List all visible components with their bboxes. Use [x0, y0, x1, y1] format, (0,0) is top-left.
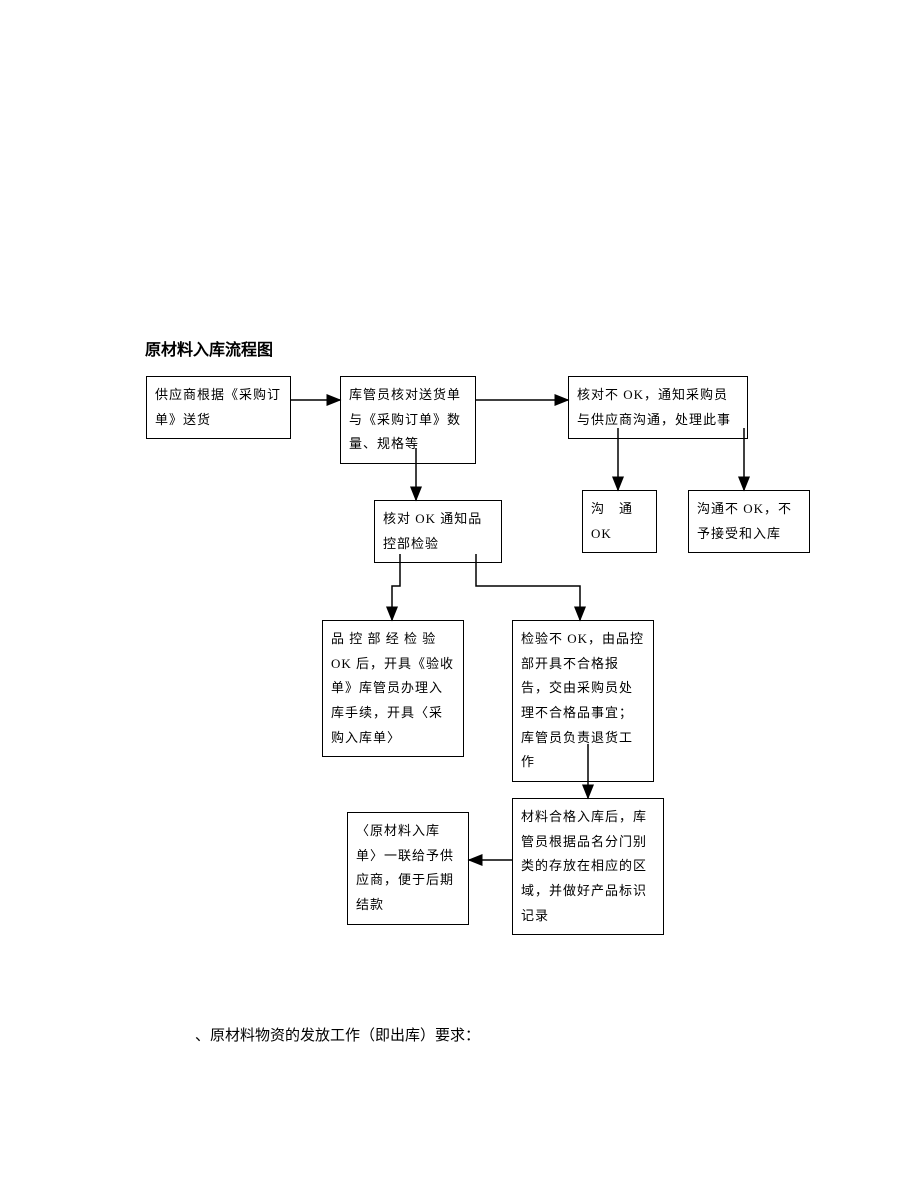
- flowchart-node-n10: 〈原材料入库单〉一联给予供应商，便于后期结款: [347, 812, 469, 925]
- flowchart-node-n7: 品 控 部 经 检 验 OK 后，开具《验收单》库管员办理入库手续，开具〈采购入…: [322, 620, 464, 757]
- flowchart-node-n9: 材料合格入库后，库管员根据品名分门别类的存放在相应的区域，并做好产品标识记录: [512, 798, 664, 935]
- flowchart-arrows: [0, 0, 920, 1192]
- flowchart-node-n1: 供应商根据《采购订单》送货: [146, 376, 291, 439]
- flowchart-node-n5: 沟通不 OK，不予接受和入库: [688, 490, 810, 553]
- arrow-n6-n8: [476, 554, 580, 620]
- section-subtitle: 、原材料物资的发放工作（即出库）要求：: [195, 1024, 480, 1045]
- flowchart-node-n6: 核对 OK 通知品控部检验: [374, 500, 502, 563]
- flowchart-node-n4: 沟 通OK: [582, 490, 657, 553]
- flowchart-node-n3: 核对不 OK，通知采购员与供应商沟通，处理此事: [568, 376, 748, 439]
- flowchart-node-n8: 检验不 OK，由品控部开具不合格报告，交由采购员处理不合格品事宜；库管员负责退货…: [512, 620, 654, 782]
- page-title: 原材料入库流程图: [145, 336, 273, 360]
- arrow-n6-n7: [392, 554, 400, 620]
- flowchart-node-n2: 库管员核对送货单与《采购订单》数量、规格等: [340, 376, 476, 464]
